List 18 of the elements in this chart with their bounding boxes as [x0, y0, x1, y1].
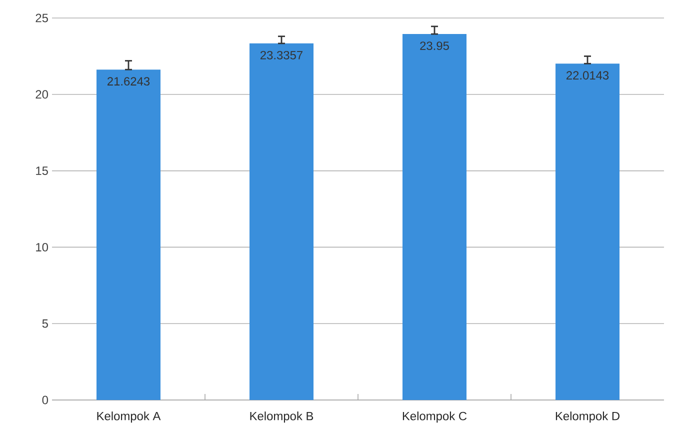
bar: [556, 64, 620, 400]
y-tick-label: 5: [42, 319, 48, 328]
y-tick-label: 25: [36, 14, 48, 22]
bar: [96, 70, 160, 400]
y-tick-label: 20: [36, 90, 48, 99]
y-tick-label: 15: [36, 166, 48, 175]
x-tick-label: Kelompok D: [556, 412, 620, 423]
x-tick-label: Kelompok A: [97, 412, 161, 423]
bar: [250, 43, 314, 400]
bar: [402, 34, 467, 400]
data-label: 23.95: [420, 42, 449, 50]
y-tick-label: 10: [36, 242, 48, 252]
data-label: 22.0143: [566, 71, 609, 80]
data-label: 21.6243: [107, 77, 150, 86]
x-tick-label: Kelompok C: [402, 412, 467, 423]
x-tick-label: Kelompok B: [250, 412, 314, 423]
data-label: 23.3357: [260, 50, 302, 60]
y-tick-label: 0: [42, 396, 48, 404]
